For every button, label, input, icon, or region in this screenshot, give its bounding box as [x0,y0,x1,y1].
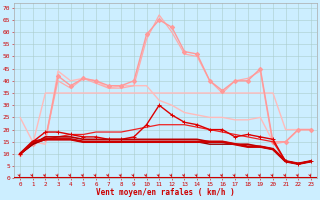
X-axis label: Vent moyen/en rafales ( km/h ): Vent moyen/en rafales ( km/h ) [96,188,235,197]
